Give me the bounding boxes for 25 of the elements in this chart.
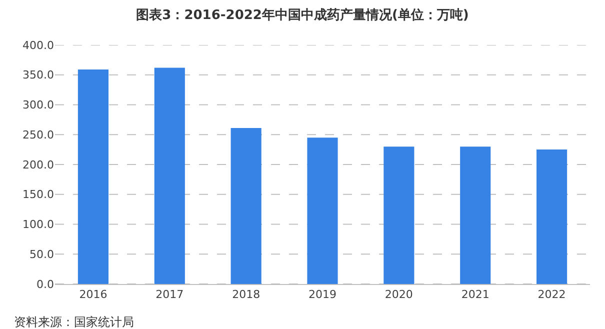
- bar: [384, 146, 414, 284]
- bar: [154, 68, 185, 284]
- text: 资料来源：国家统计局: [14, 315, 134, 329]
- x-tick-label: 2016: [79, 288, 108, 302]
- y-tick-label: 400.0: [22, 38, 54, 52]
- chart-title: 图表3：2016-2022年中国中成药产量情况(单位：万吨): [136, 6, 469, 23]
- y-tick-label: 250.0: [22, 128, 54, 142]
- x-tick-label: 2017: [156, 288, 184, 302]
- y-tick-label: 150.0: [22, 188, 54, 202]
- y-tick-label: 100.0: [22, 218, 54, 232]
- y-tick-label: 350.0: [22, 68, 54, 82]
- y-tick-label: 0.0: [36, 278, 54, 291]
- y-tick-label: 200.0: [22, 158, 54, 172]
- y-tick-label: 300.0: [22, 98, 54, 112]
- bar: [460, 146, 491, 284]
- x-tick-label: 2022: [538, 288, 566, 302]
- bar: [536, 150, 568, 284]
- y-tick-label: 50.0: [30, 248, 54, 261]
- x-tick-label: 2018: [232, 288, 260, 302]
- bar: [78, 70, 108, 284]
- bar: [307, 138, 338, 284]
- bar: [230, 128, 262, 284]
- x-tick-label: 2019: [308, 288, 336, 302]
- x-tick-label: 2021: [461, 288, 490, 302]
- x-tick-label: 2020: [384, 288, 413, 302]
